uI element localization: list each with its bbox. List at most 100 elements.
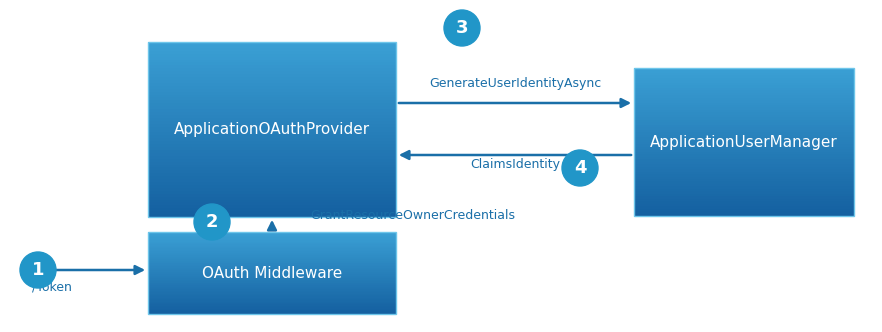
Bar <box>148 236 396 237</box>
Bar <box>148 237 396 239</box>
Bar <box>148 250 396 251</box>
Bar <box>634 68 854 70</box>
Bar <box>634 149 854 152</box>
Text: GenerateUserIdentityAsync: GenerateUserIdentityAsync <box>429 77 602 90</box>
Text: OAuth Middleware: OAuth Middleware <box>202 266 342 281</box>
Text: ClaimsIdentity: ClaimsIdentity <box>470 158 560 171</box>
Bar <box>148 89 396 92</box>
Bar <box>148 211 396 214</box>
Bar <box>148 74 396 77</box>
Bar <box>148 302 396 303</box>
Bar <box>634 164 854 167</box>
Bar <box>148 135 396 138</box>
Bar <box>634 184 854 186</box>
Bar <box>148 185 396 188</box>
Bar <box>148 45 396 48</box>
Bar <box>148 150 396 153</box>
Bar <box>148 176 396 179</box>
Text: 2: 2 <box>206 213 218 231</box>
Text: 1: 1 <box>32 261 44 279</box>
Bar <box>148 51 396 54</box>
Bar <box>634 189 854 191</box>
Bar <box>634 132 854 134</box>
Bar <box>634 90 854 93</box>
Bar <box>634 162 854 164</box>
Bar <box>148 233 396 235</box>
Bar <box>634 182 854 184</box>
Bar <box>634 174 854 177</box>
Text: /Token: /Token <box>32 280 72 293</box>
Bar <box>634 78 854 80</box>
Bar <box>148 265 396 266</box>
Bar <box>148 179 396 182</box>
Bar <box>148 92 396 95</box>
Bar <box>148 65 396 68</box>
Bar <box>148 292 396 293</box>
Bar <box>634 103 854 105</box>
Circle shape <box>562 150 598 186</box>
Bar <box>148 263 396 265</box>
Bar <box>148 259 396 261</box>
Text: ApplicationOAuthProvider: ApplicationOAuthProvider <box>174 122 370 137</box>
Bar <box>634 204 854 206</box>
Bar <box>148 191 396 194</box>
Bar <box>634 95 854 98</box>
Bar <box>634 122 854 125</box>
Circle shape <box>20 252 56 288</box>
Bar <box>148 42 396 217</box>
Bar <box>148 248 396 250</box>
Bar <box>148 48 396 51</box>
Bar <box>634 127 854 130</box>
Bar <box>148 129 396 132</box>
Bar <box>148 300 396 302</box>
Bar <box>148 153 396 156</box>
Bar <box>148 296 396 297</box>
Bar <box>148 313 396 314</box>
Bar <box>634 80 854 83</box>
Bar <box>634 208 854 211</box>
Bar <box>148 112 396 115</box>
Bar <box>634 206 854 208</box>
Bar <box>148 299 396 300</box>
Bar <box>634 201 854 204</box>
Bar <box>148 247 396 248</box>
Bar <box>148 291 396 292</box>
Bar <box>148 273 396 274</box>
Bar <box>634 125 854 127</box>
Bar <box>148 306 396 307</box>
Bar <box>148 200 396 203</box>
Bar <box>148 261 396 262</box>
Bar <box>148 141 396 144</box>
Bar <box>148 164 396 167</box>
Bar <box>148 293 396 295</box>
Bar <box>148 232 396 314</box>
Bar <box>148 270 396 272</box>
Bar <box>148 167 396 170</box>
Bar <box>634 211 854 213</box>
Bar <box>148 285 396 287</box>
Text: 4: 4 <box>574 159 587 177</box>
Bar <box>148 118 396 121</box>
Bar <box>148 235 396 236</box>
Bar <box>634 130 854 132</box>
Bar <box>148 214 396 217</box>
Bar <box>634 154 854 157</box>
Bar <box>634 159 854 162</box>
Bar <box>148 232 396 233</box>
Bar <box>634 75 854 78</box>
Bar <box>148 95 396 97</box>
Bar <box>148 266 396 268</box>
Bar <box>148 311 396 313</box>
Bar <box>148 281 396 283</box>
Bar <box>148 243 396 244</box>
Bar <box>148 205 396 208</box>
Bar <box>148 308 396 310</box>
Bar <box>634 83 854 85</box>
Bar <box>148 244 396 246</box>
Bar <box>634 117 854 120</box>
Bar <box>148 42 396 45</box>
Bar <box>634 115 854 117</box>
Bar <box>634 186 854 189</box>
Bar <box>148 83 396 86</box>
Bar <box>634 110 854 113</box>
